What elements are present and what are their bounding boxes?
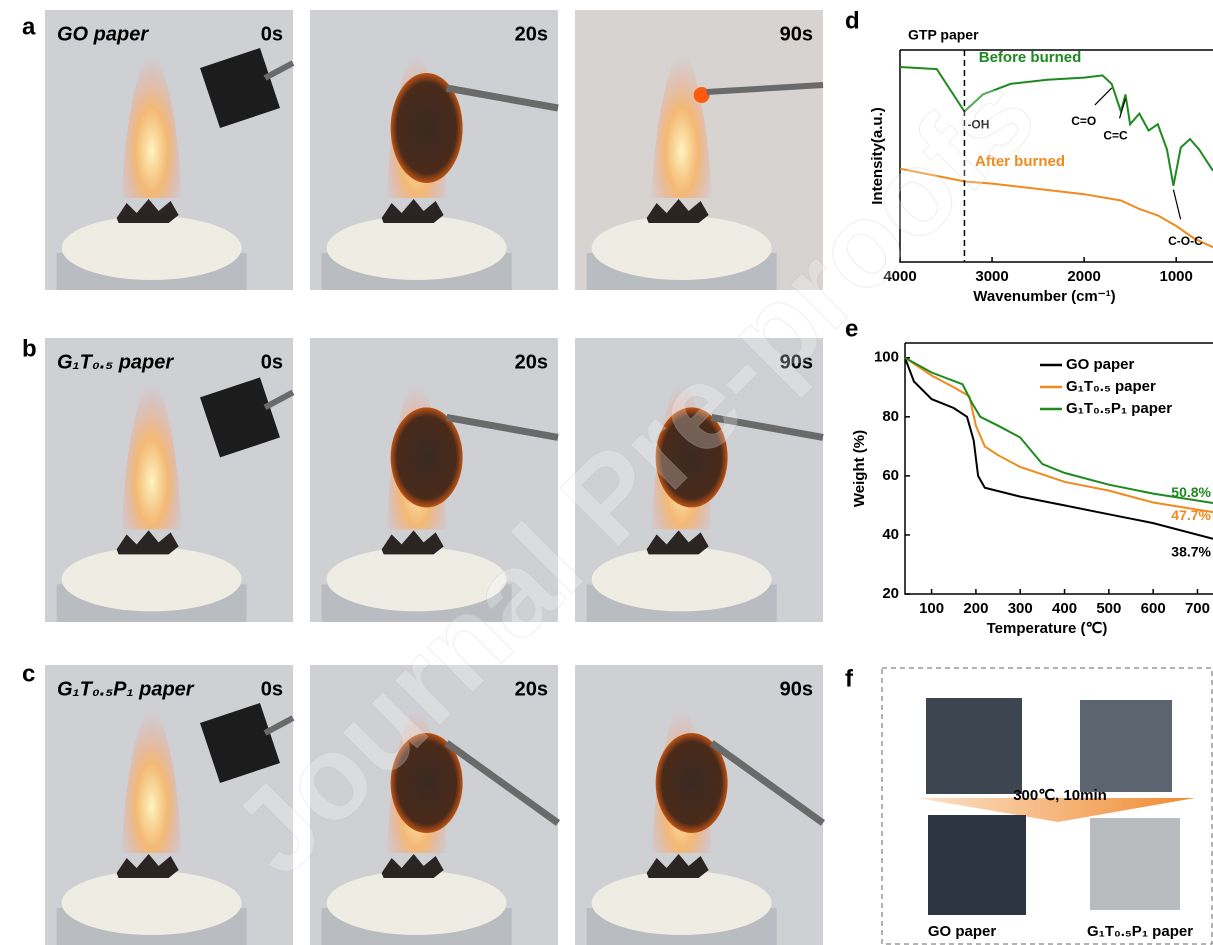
series-line	[905, 358, 1213, 503]
x-tick-label: 1000	[1159, 268, 1192, 285]
legend-entry: G₁T₀.₅P₁ paper	[1066, 400, 1172, 417]
photo-time: 0s	[261, 351, 283, 373]
burner-wick	[62, 547, 242, 611]
legend-entry: GO paper	[1066, 356, 1135, 373]
panel-letter: a	[22, 13, 36, 40]
x-axis-label: Wavenumber (cm⁻¹)	[973, 288, 1115, 305]
go-paper-before	[926, 698, 1022, 794]
burner-wick	[62, 871, 242, 935]
photo-label: GO paper	[57, 23, 149, 45]
gtp-paper-before	[1080, 700, 1172, 792]
panel-letter: c	[22, 660, 35, 687]
y-axis-label: Weight (%)	[851, 430, 868, 507]
arrow-label: 300℃, 10min	[1013, 787, 1107, 804]
end-label: 47.7%	[1171, 507, 1211, 523]
photo	[575, 665, 823, 945]
photo	[45, 10, 293, 290]
y-tick-label: 100	[874, 349, 899, 366]
x-tick-label: 500	[1096, 600, 1121, 617]
photo-time: 90s	[780, 23, 813, 45]
gtp-paper-after	[1090, 818, 1180, 910]
figure: abcdefGO paper0s20s90sG₁T₀.₅ paper0s20s9…	[0, 0, 1213, 945]
panel-letter: b	[22, 335, 37, 362]
photo-time: 0s	[261, 23, 283, 45]
annotation: C=C	[1103, 129, 1128, 143]
paper-label: GO paper	[928, 923, 997, 940]
y-tick-label: 60	[882, 467, 899, 484]
x-axis-label: Temperature (℃)	[987, 620, 1108, 637]
series-name: Before burned	[979, 49, 1082, 66]
panel-letter: d	[845, 7, 860, 34]
photo-time: 90s	[780, 678, 813, 700]
burner-wick	[327, 871, 507, 935]
paper-label: G₁T₀.₅P₁ paper	[1087, 923, 1193, 940]
annotation-arrow	[1173, 190, 1180, 220]
y-tick-label: 80	[882, 408, 899, 425]
burner-wick	[327, 216, 507, 280]
annotation: C-O-C	[1168, 234, 1203, 248]
x-tick-label: 100	[919, 600, 944, 617]
x-tick-label: 700	[1185, 600, 1210, 617]
x-tick-label: 200	[963, 600, 988, 617]
end-label: 50.8%	[1171, 484, 1211, 500]
go-paper-after	[928, 815, 1026, 915]
annotation: C=O	[1071, 114, 1096, 128]
x-tick-label: 3000	[975, 268, 1008, 285]
sample-burning	[391, 407, 463, 507]
annotation-arrow	[1095, 88, 1112, 105]
photo-time: 20s	[515, 351, 548, 373]
legend-entry: G₁T₀.₅ paper	[1066, 378, 1156, 395]
photo-time: 20s	[515, 23, 548, 45]
x-tick-label: 2000	[1067, 268, 1100, 285]
photo-time: 0s	[261, 678, 283, 700]
burner-wick	[592, 871, 772, 935]
panel-letter: f	[845, 665, 854, 692]
photo-label: G₁T₀.₅ paper	[57, 351, 174, 373]
photo	[310, 10, 558, 290]
x-tick-label: 300	[1008, 600, 1033, 617]
end-label: 38.7%	[1171, 543, 1211, 559]
x-tick-label: 400	[1052, 600, 1077, 617]
photo	[45, 338, 293, 622]
x-tick-label: 600	[1141, 600, 1166, 617]
y-tick-label: 20	[882, 585, 899, 602]
burner-wick	[62, 216, 242, 280]
y-tick-label: 40	[882, 526, 899, 543]
photo-label: G₁T₀.₅P₁ paper	[57, 678, 195, 700]
chart-title: GTP paper	[908, 27, 979, 43]
